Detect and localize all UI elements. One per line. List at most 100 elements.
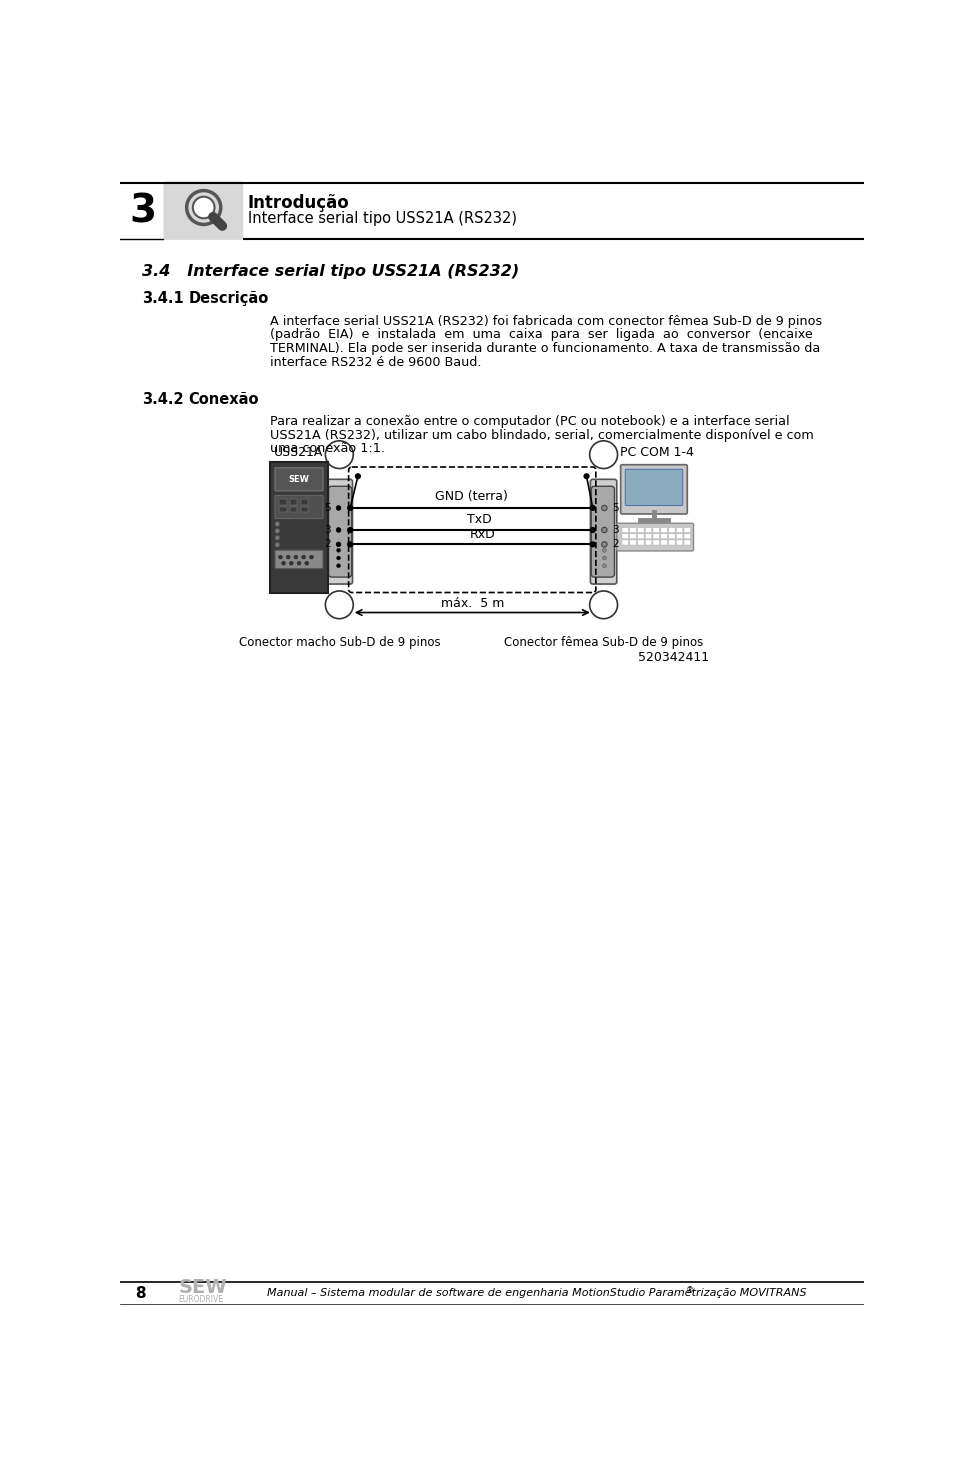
Circle shape <box>294 555 298 559</box>
Text: interface RS232 é de 9600 Baud.: interface RS232 é de 9600 Baud. <box>270 356 481 370</box>
Circle shape <box>275 535 279 540</box>
Circle shape <box>589 592 617 618</box>
Text: 520342411: 520342411 <box>637 651 709 664</box>
FancyBboxPatch shape <box>660 540 667 544</box>
Text: 3.4   Interface serial tipo USS21A (RS232): 3.4 Interface serial tipo USS21A (RS232) <box>142 263 519 278</box>
Circle shape <box>336 528 341 532</box>
Circle shape <box>281 562 285 565</box>
Circle shape <box>325 592 353 618</box>
FancyBboxPatch shape <box>590 479 616 584</box>
Text: RxD: RxD <box>470 528 496 540</box>
Circle shape <box>337 556 341 561</box>
Text: GND (terra): GND (terra) <box>435 491 508 503</box>
FancyBboxPatch shape <box>163 182 243 240</box>
FancyBboxPatch shape <box>630 528 636 532</box>
Circle shape <box>193 197 214 219</box>
FancyBboxPatch shape <box>630 540 636 544</box>
FancyBboxPatch shape <box>326 479 352 584</box>
Text: 8: 8 <box>135 1285 146 1300</box>
FancyBboxPatch shape <box>653 540 660 544</box>
Circle shape <box>348 527 353 532</box>
FancyBboxPatch shape <box>630 534 636 538</box>
Text: uma conexão 1:1.: uma conexão 1:1. <box>270 442 385 456</box>
Text: ®: ® <box>685 1285 694 1294</box>
FancyBboxPatch shape <box>653 534 660 538</box>
Circle shape <box>602 528 607 532</box>
FancyBboxPatch shape <box>676 534 683 538</box>
Text: SEW: SEW <box>179 1278 227 1297</box>
Text: EURODRIVE: EURODRIVE <box>179 1296 223 1304</box>
Circle shape <box>278 555 282 559</box>
FancyBboxPatch shape <box>660 528 667 532</box>
Text: Manual – Sistema modular de software de engenharia MotionStudio Parametrização M: Manual – Sistema modular de software de … <box>267 1288 806 1299</box>
FancyBboxPatch shape <box>684 540 690 544</box>
Bar <box>300 507 308 512</box>
Text: TERMINAL). Ela pode ser inserida durante o funcionamento. A taxa de transmissão : TERMINAL). Ela pode ser inserida durante… <box>270 342 820 355</box>
Text: máx.  5 m: máx. 5 m <box>441 598 504 611</box>
Text: Descrição: Descrição <box>188 291 269 306</box>
Text: (padrão  EIA)  e  instalada  em  uma  caixa  para  ser  ligada  ao  conversor  (: (padrão EIA) e instalada em uma caixa pa… <box>270 328 812 342</box>
FancyBboxPatch shape <box>676 528 683 532</box>
Circle shape <box>289 562 293 565</box>
Text: 3: 3 <box>130 192 156 231</box>
Text: 5: 5 <box>324 503 331 513</box>
FancyBboxPatch shape <box>668 540 675 544</box>
FancyBboxPatch shape <box>275 467 324 491</box>
Circle shape <box>589 527 596 532</box>
FancyBboxPatch shape <box>591 487 614 577</box>
Circle shape <box>275 528 279 534</box>
FancyBboxPatch shape <box>684 528 690 532</box>
Text: Conexão: Conexão <box>188 392 258 407</box>
FancyBboxPatch shape <box>275 550 324 568</box>
Circle shape <box>325 441 353 469</box>
Bar <box>278 500 287 504</box>
Circle shape <box>275 522 279 527</box>
FancyBboxPatch shape <box>275 495 324 519</box>
FancyBboxPatch shape <box>668 528 675 532</box>
Text: 3: 3 <box>612 525 619 535</box>
Circle shape <box>584 473 589 479</box>
Bar <box>278 507 287 512</box>
FancyBboxPatch shape <box>645 528 652 532</box>
Circle shape <box>355 473 361 479</box>
Text: Interface serial tipo USS21A (RS232): Interface serial tipo USS21A (RS232) <box>248 211 516 226</box>
Text: Introdução: Introdução <box>248 194 349 213</box>
Bar <box>300 500 308 504</box>
Circle shape <box>336 543 341 547</box>
Circle shape <box>603 556 607 561</box>
Circle shape <box>286 555 290 559</box>
FancyBboxPatch shape <box>637 528 644 532</box>
FancyBboxPatch shape <box>676 540 683 544</box>
Circle shape <box>309 555 313 559</box>
Text: 3.4.2: 3.4.2 <box>142 392 183 407</box>
FancyBboxPatch shape <box>684 534 690 538</box>
Circle shape <box>337 549 341 552</box>
FancyBboxPatch shape <box>668 534 675 538</box>
FancyBboxPatch shape <box>270 463 328 593</box>
Text: Conector macho Sub-D de 9 pinos: Conector macho Sub-D de 9 pinos <box>238 636 440 649</box>
Text: Para realizar a conexão entre o computador (PC ou notebook) e a interface serial: Para realizar a conexão entre o computad… <box>270 414 789 427</box>
Circle shape <box>297 562 301 565</box>
FancyBboxPatch shape <box>637 534 644 538</box>
Text: Conector fêmea Sub-D de 9 pinos: Conector fêmea Sub-D de 9 pinos <box>504 636 704 649</box>
Bar <box>290 500 298 504</box>
FancyBboxPatch shape <box>653 528 660 532</box>
Text: 5: 5 <box>612 503 619 513</box>
Circle shape <box>603 549 607 552</box>
FancyBboxPatch shape <box>621 464 687 515</box>
Text: 3: 3 <box>324 525 331 535</box>
FancyBboxPatch shape <box>622 540 629 544</box>
FancyBboxPatch shape <box>625 469 683 506</box>
Text: TxD: TxD <box>467 513 492 527</box>
Text: 2: 2 <box>612 540 619 549</box>
Text: A interface serial USS21A (RS232) foi fabricada com conector fêmea Sub-D de 9 pi: A interface serial USS21A (RS232) foi fa… <box>270 315 822 327</box>
FancyBboxPatch shape <box>637 540 644 544</box>
Circle shape <box>301 555 305 559</box>
Circle shape <box>337 563 341 568</box>
Text: 2: 2 <box>324 540 331 549</box>
Circle shape <box>589 441 617 469</box>
Text: SEW: SEW <box>289 475 309 484</box>
FancyBboxPatch shape <box>328 487 351 577</box>
Circle shape <box>336 506 341 510</box>
Circle shape <box>348 541 353 547</box>
